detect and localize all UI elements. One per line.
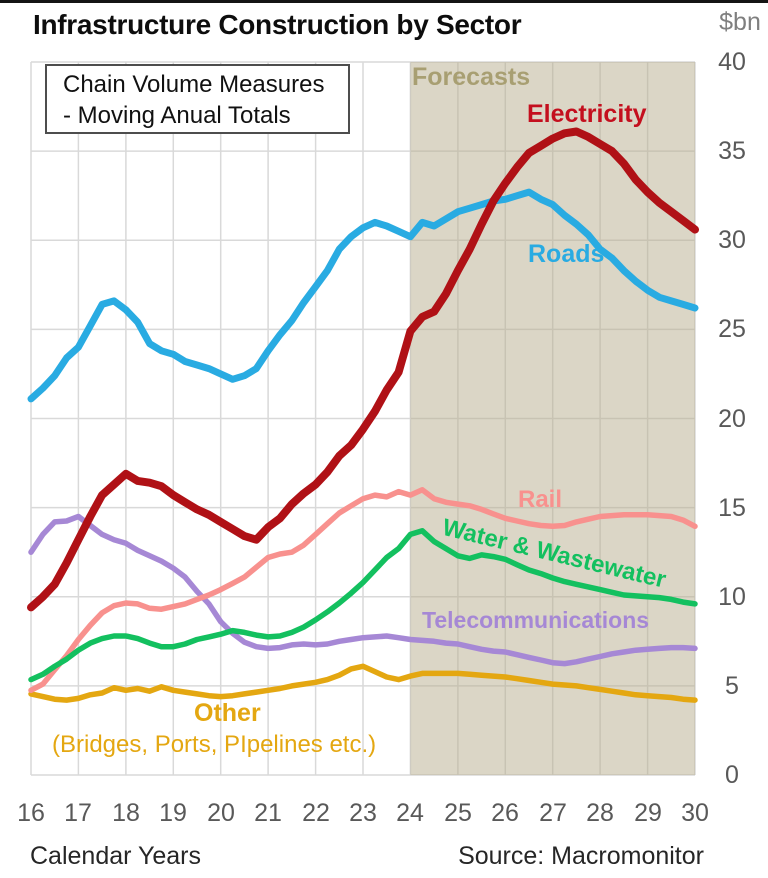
x-axis-title: Calendar Years: [30, 842, 201, 870]
y-tick-label: 15: [718, 494, 746, 522]
series-line-other: [28, 663, 698, 703]
x-tick-label: 19: [159, 799, 187, 827]
x-tick-label: 26: [491, 799, 519, 827]
y-tick-label: 10: [718, 583, 746, 611]
y-tick-label: 0: [725, 761, 739, 789]
y-tick-label: 5: [725, 672, 739, 700]
series-line-rail: [28, 487, 698, 694]
series-label-rail: Rail: [518, 486, 563, 513]
window-top-edge: [0, 0, 768, 3]
legend-note-line2: - Moving Anual Totals: [63, 102, 291, 129]
series-label-electricity: Electricity: [527, 100, 647, 128]
y-axis-unit-label: $bn: [719, 8, 761, 36]
series-label-roads: Roads: [528, 240, 605, 268]
forecast-shaded-region: [410, 62, 695, 775]
x-tick-label: 25: [444, 799, 472, 827]
legend-note-box: Chain Volume Measures - Moving Anual Tot…: [45, 64, 350, 134]
series-line-telecommunications: [28, 513, 698, 667]
series-label-telecommunications: Telecommunications: [422, 607, 650, 633]
x-tick-label: 16: [17, 799, 45, 827]
series-line-roads: [27, 188, 699, 403]
x-tick-label: 30: [681, 799, 709, 827]
legend-note-line1: Chain Volume Measures: [63, 71, 325, 98]
series-line-water-wastewater: [28, 528, 698, 683]
x-tick-label: 24: [396, 799, 424, 827]
series-line-electricity: [27, 127, 699, 612]
y-tick-label: 25: [718, 315, 746, 343]
x-tick-label: 27: [539, 799, 567, 827]
y-tick-label: 30: [718, 226, 746, 254]
series-sublabel-other: (Bridges, Ports, PIpelines etc.): [52, 731, 377, 758]
series-label-other: Other: [194, 699, 261, 727]
x-tick-label: 29: [634, 799, 662, 827]
forecast-region-label: Forecasts: [412, 63, 531, 91]
y-tick-label: 40: [718, 48, 746, 76]
x-tick-label: 22: [302, 799, 330, 827]
chart-title: Infrastructure Construction by Sector: [33, 9, 522, 40]
x-tick-label: 18: [112, 799, 140, 827]
x-tick-label: 17: [64, 799, 92, 827]
x-tick-label: 23: [349, 799, 377, 827]
y-tick-label: 20: [718, 405, 746, 433]
x-tick-label: 21: [254, 799, 282, 827]
x-tick-label: 20: [207, 799, 235, 827]
source-note: Source: Macromonitor: [458, 842, 704, 870]
y-tick-label: 35: [718, 137, 746, 165]
x-tick-label: 28: [586, 799, 614, 827]
